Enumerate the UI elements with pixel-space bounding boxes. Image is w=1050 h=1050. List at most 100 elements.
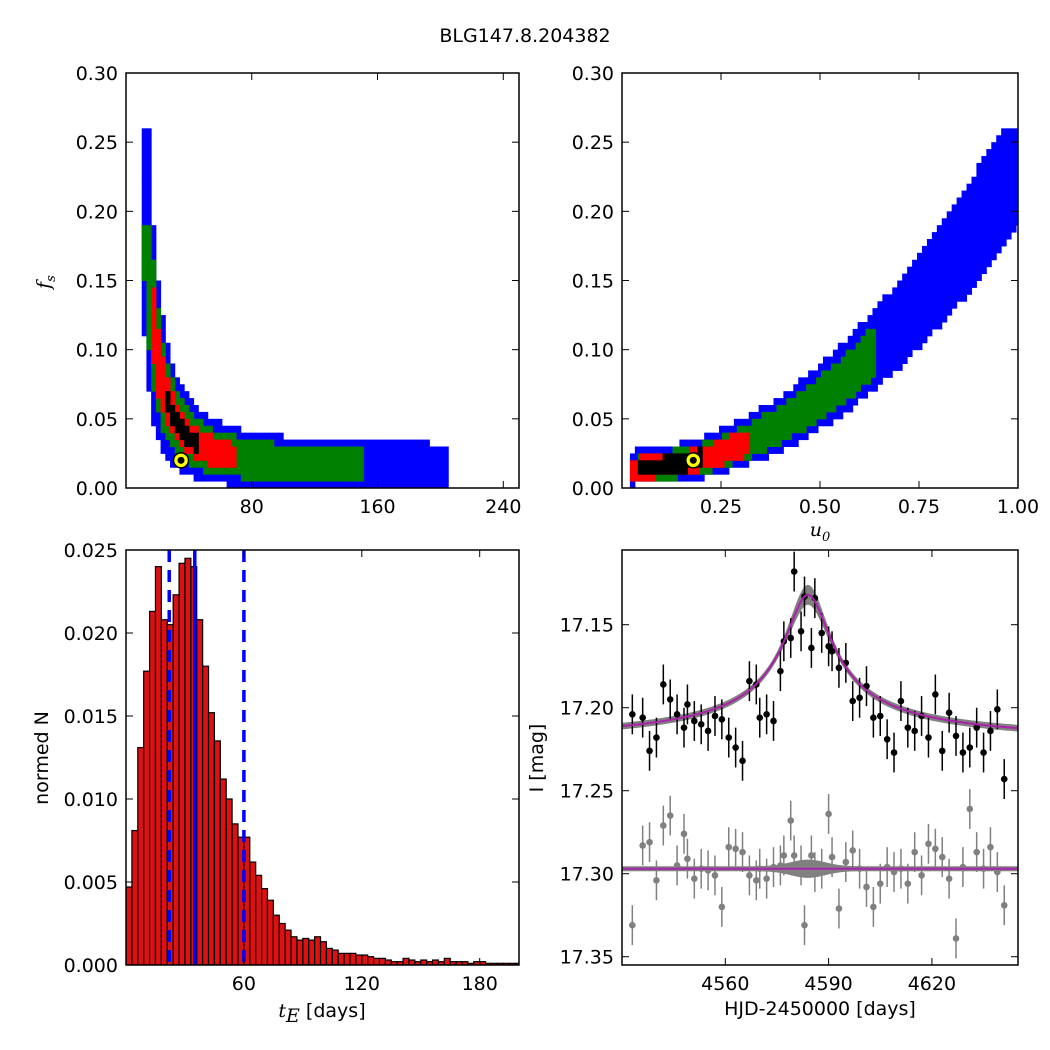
heatmap-cell [936, 259, 943, 268]
heatmap-cell [882, 294, 888, 302]
heatmap-cell [887, 356, 893, 364]
data-point [673, 711, 681, 718]
heatmap-cell [865, 335, 871, 344]
heatmap-cell [667, 460, 673, 468]
heatmap-cell [862, 384, 869, 392]
heatmap-cell [639, 446, 646, 454]
heatmap-cell [146, 197, 152, 205]
heatmap-cell [217, 474, 223, 482]
heatmap-cell [642, 467, 649, 475]
heatmap-cell [991, 211, 997, 219]
heatmap-cell [1001, 225, 1007, 233]
heatmap-cell [240, 474, 246, 482]
heatmap-cell [835, 384, 842, 392]
heatmap-cell [907, 342, 913, 351]
heatmap-cell [386, 446, 393, 454]
data-point [790, 852, 798, 859]
heatmap-cell [273, 460, 279, 468]
heatmap-cell [287, 453, 294, 461]
heatmap-cell [443, 481, 449, 488]
data-point [952, 732, 960, 740]
heatmap-cell [320, 474, 327, 482]
heatmap-cell [981, 259, 987, 268]
heatmap-cell [325, 474, 331, 482]
heatmap-cell [264, 453, 270, 461]
heatmap-cell [1011, 211, 1017, 219]
heatmap-cell [830, 384, 837, 392]
heatmap-cell [867, 322, 873, 330]
heatmap-cell [694, 446, 700, 454]
heatmap-cell [961, 239, 968, 247]
data-point [752, 877, 760, 884]
heatmap-cell [165, 432, 171, 441]
heatmap-cell [363, 439, 369, 447]
heatmap-cell [956, 259, 963, 268]
heatmap-cell [236, 481, 242, 488]
heatmap-cell [283, 439, 289, 447]
heatmap-cell [151, 398, 157, 406]
heatmap-cell [165, 342, 171, 351]
heatmap-cell [438, 467, 445, 475]
heatmap-cell [840, 363, 847, 371]
heatmap-cell [951, 211, 958, 219]
heatmap-cell [231, 425, 237, 434]
heatmap-cell [151, 287, 157, 295]
heatmap-cell [240, 467, 246, 475]
heatmap-cell [151, 370, 157, 378]
heatmap-cell [1001, 204, 1007, 212]
data-point [911, 848, 918, 856]
heatmap-cell [689, 439, 695, 447]
heatmap-cell [649, 474, 656, 482]
heatmap-cell [921, 294, 928, 302]
heatmap-cell [860, 356, 867, 364]
heatmap-cell [818, 363, 824, 371]
data-point [777, 667, 784, 675]
y-tick-label: 0.30 [572, 63, 614, 85]
heatmap-cell [306, 446, 312, 454]
heatmap-cell [677, 453, 683, 461]
heatmap-cell [179, 418, 185, 427]
heatmap-cell [330, 446, 336, 454]
heatmap-cell [991, 183, 997, 192]
heatmap-cell [847, 398, 854, 406]
heatmap-cell [1006, 225, 1012, 233]
heatmap-cell [796, 391, 802, 399]
heatmap-cell [872, 315, 878, 323]
heatmap-cell [146, 239, 152, 247]
histogram-bar [249, 861, 257, 965]
heatmap-cell [811, 405, 817, 413]
heatmap-cell [349, 453, 355, 461]
heatmap-cell [981, 190, 987, 198]
heatmap-cell [709, 460, 715, 468]
heatmap-cell [986, 204, 992, 212]
heatmap-cell [921, 308, 928, 316]
heatmap-cell [151, 239, 157, 247]
heatmap-cell [193, 418, 199, 427]
heatmap-cell [991, 252, 997, 261]
heatmap-cell [956, 287, 963, 295]
heatmap-cell [1001, 128, 1007, 136]
heatmap-cell [1006, 183, 1012, 192]
heatmap-cell [170, 460, 176, 468]
heatmap-cell [278, 481, 284, 488]
heatmap-cell [981, 218, 987, 226]
heatmap-cell [746, 446, 753, 454]
heatmap-cell [897, 363, 903, 371]
heatmap-cell [951, 301, 958, 309]
heatmap-cell [1006, 142, 1012, 150]
heatmap-cell [254, 467, 261, 475]
heatmap-cell [786, 398, 792, 406]
heatmap-cell [917, 273, 923, 281]
heatmap-cell [761, 411, 768, 420]
heatmap-cell [811, 391, 817, 399]
heatmap-cell [912, 322, 918, 330]
heatmap-cell [146, 315, 152, 323]
heatmap-cell [917, 342, 923, 351]
data-point [911, 727, 918, 735]
heatmap-cell [1001, 142, 1007, 150]
heatmap-cell [174, 446, 180, 454]
heatmap-cell [892, 301, 898, 309]
heatmap-cell [405, 439, 412, 447]
heatmap-cell [738, 460, 745, 468]
heatmap-cell [165, 370, 171, 378]
